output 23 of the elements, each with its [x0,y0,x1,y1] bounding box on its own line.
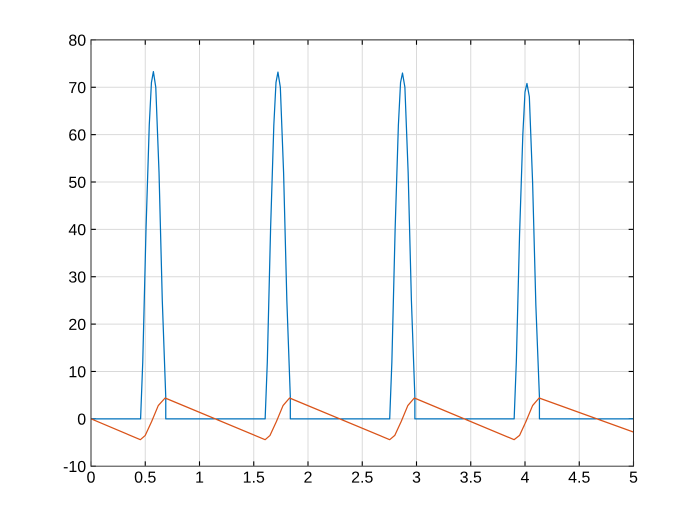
y-tick-label: 60 [69,129,86,141]
x-tick-label: 2 [304,471,312,483]
x-tick-label: 1 [196,472,204,483]
y-tick-label: 0 [78,413,86,425]
y-tick-label: 50 [69,176,86,188]
x-tick-label: 3 [412,471,420,483]
x-tick-label: 0.5 [134,471,156,483]
y-tick-label: 10 [70,366,86,378]
x-tick-label: 1.5 [244,472,264,483]
y-tick-label: 40 [68,224,86,236]
y-tick-label: 30 [68,271,86,283]
x-tick-label: 3.5 [460,471,482,483]
line-series [91,71,634,420]
x-tick-label: 4 [520,472,529,483]
x-tick-label: 2.5 [352,471,373,483]
x-tick-label: 5 [630,472,638,483]
y-tick-label: -10 [64,460,86,472]
x-tick-label: 0 [87,471,95,483]
line-series [91,397,634,440]
x-tick-label: 4.5 [568,472,590,483]
y-tick-label: 20 [69,318,86,330]
y-tick-label: 70 [69,82,86,94]
y-tick-label: 80 [69,34,86,46]
